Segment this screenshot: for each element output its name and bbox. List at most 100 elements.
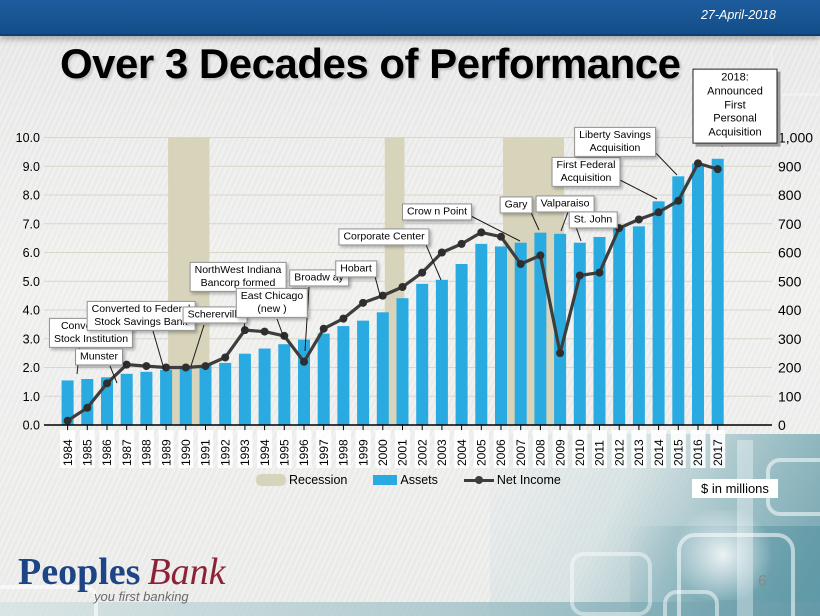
annotation-leader-8 <box>372 268 382 300</box>
assets-bar-2014 <box>652 201 665 425</box>
left-axis-label-0.0: 0.0 <box>23 419 40 433</box>
x-label-bg-2010 <box>572 430 588 468</box>
x-label-bg-2007 <box>513 430 529 468</box>
net-income-point-2012 <box>615 224 624 233</box>
x-label-bg-1987 <box>119 430 135 468</box>
right-axis-label-900: 900 <box>778 158 802 174</box>
page-title: Over 3 Decades of Performance <box>60 40 681 87</box>
annotation-leader-13 <box>575 226 582 242</box>
x-label-bg-1999 <box>355 430 371 468</box>
left-axis-label-1.0: 1.0 <box>23 390 40 404</box>
left-axis-label-7.0: 7.0 <box>23 217 40 231</box>
x-label-bg-2008 <box>532 430 548 468</box>
x-label-bg-2016 <box>690 430 706 468</box>
assets-bar-1987 <box>120 373 133 425</box>
right-axis-label-600: 600 <box>778 245 802 261</box>
legend-item-assets: Assets <box>373 473 438 487</box>
x-label-2003: 2003 <box>435 439 449 466</box>
logo-text-bank: Bank <box>147 551 226 593</box>
annotation-leader-7 <box>304 286 310 352</box>
x-label-bg-2012 <box>611 430 627 468</box>
net-income-point-2002 <box>418 268 427 277</box>
net-income-point-1987 <box>122 360 131 369</box>
assets-bar-1988 <box>140 371 153 425</box>
net-income-point-2005 <box>477 228 486 237</box>
assets-bar-2013 <box>632 226 645 425</box>
net-income-point-1993 <box>240 326 249 335</box>
net-income-point-2003 <box>437 248 446 257</box>
x-label-2012: 2012 <box>612 439 626 466</box>
net-income-point-1991 <box>201 362 210 371</box>
net-income-point-1995 <box>280 331 289 340</box>
x-label-bg-2006 <box>493 430 509 468</box>
net-income-marker-dot-icon <box>474 475 483 484</box>
net-income-point-1990 <box>181 363 190 372</box>
right-axis-label-800: 800 <box>778 187 802 203</box>
x-label-2009: 2009 <box>553 439 567 466</box>
x-label-1984: 1984 <box>61 439 75 466</box>
x-label-bg-2015 <box>670 430 686 468</box>
net-income-point-1998 <box>339 314 348 323</box>
x-label-2011: 2011 <box>593 440 607 466</box>
x-label-bg-2001 <box>395 430 410 468</box>
right-axis-label-700: 700 <box>778 216 802 232</box>
annotation-leader-2 <box>109 365 118 384</box>
top-banner: 27-April-2018 <box>0 0 820 36</box>
legend-item-recession: Recession <box>256 473 347 487</box>
assets-bar-2012 <box>613 227 626 425</box>
left-axis-label-8.0: 8.0 <box>23 189 40 203</box>
x-label-bg-2002 <box>414 430 430 468</box>
slide-date: 27-April-2018 <box>700 8 776 22</box>
annotation-leader-15 <box>650 147 678 176</box>
logo-text-peoples: Peoples <box>18 551 141 593</box>
assets-bar-1990 <box>179 367 192 425</box>
right-axis-label-400: 400 <box>778 302 802 318</box>
x-label-1990: 1990 <box>179 439 193 466</box>
x-label-2016: 2016 <box>691 439 705 466</box>
net-income-swatch-icon <box>463 475 494 484</box>
net-income-point-2014 <box>654 208 663 217</box>
left-axis-label-4.0: 4.0 <box>23 304 40 318</box>
background-square-3 <box>570 552 652 616</box>
background-square-4 <box>663 590 719 616</box>
net-income-point-1992 <box>221 353 230 362</box>
net-income-point-1997 <box>319 324 328 333</box>
net-income-point-1994 <box>260 327 269 336</box>
net-income-point-2007 <box>516 260 525 268</box>
net-income-point-2008 <box>536 251 545 260</box>
assets-bar-2017 <box>711 158 724 425</box>
right-axis-label-300: 300 <box>778 331 802 347</box>
assets-bar-2011 <box>593 236 606 425</box>
right-axis-label-100: 100 <box>778 388 802 404</box>
net-income-point-2011 <box>595 268 604 277</box>
assets-bar-2015 <box>672 176 685 425</box>
assets-bar-1994 <box>258 348 271 425</box>
x-label-bg-1993 <box>237 430 253 468</box>
left-axis-label-5.0: 5.0 <box>23 275 40 289</box>
left-axis-label-2.0: 2.0 <box>23 361 40 375</box>
x-label-bg-2011 <box>592 430 607 468</box>
annotation-leader-1 <box>76 344 81 375</box>
assets-swatch-icon <box>373 475 398 485</box>
annotation-leader-4 <box>190 324 205 367</box>
net-income-point-1988 <box>142 362 151 371</box>
x-label-1985: 1985 <box>81 439 95 466</box>
assets-bar-2008 <box>534 232 547 425</box>
net-income-point-1999 <box>359 298 368 307</box>
x-label-bg-1991 <box>198 430 213 468</box>
x-label-bg-1984 <box>60 430 76 468</box>
x-label-bg-2004 <box>454 430 470 468</box>
x-label-bg-2000 <box>375 430 391 468</box>
x-label-1992: 1992 <box>218 439 232 466</box>
right-axis-label-0: 0 <box>778 417 786 433</box>
assets-bar-1997 <box>317 333 330 425</box>
net-income-line <box>66 161 720 423</box>
assets-bar-1989 <box>160 369 173 425</box>
assets-bar-2010 <box>573 242 586 425</box>
assets-bar-1999 <box>357 320 370 425</box>
assets-bar-1993 <box>238 353 251 425</box>
assets-bar-2005 <box>475 243 488 425</box>
legend-item-net-income: Net Income <box>463 473 561 487</box>
net-income-point-2009 <box>556 349 565 358</box>
x-label-2017: 2017 <box>711 439 725 466</box>
